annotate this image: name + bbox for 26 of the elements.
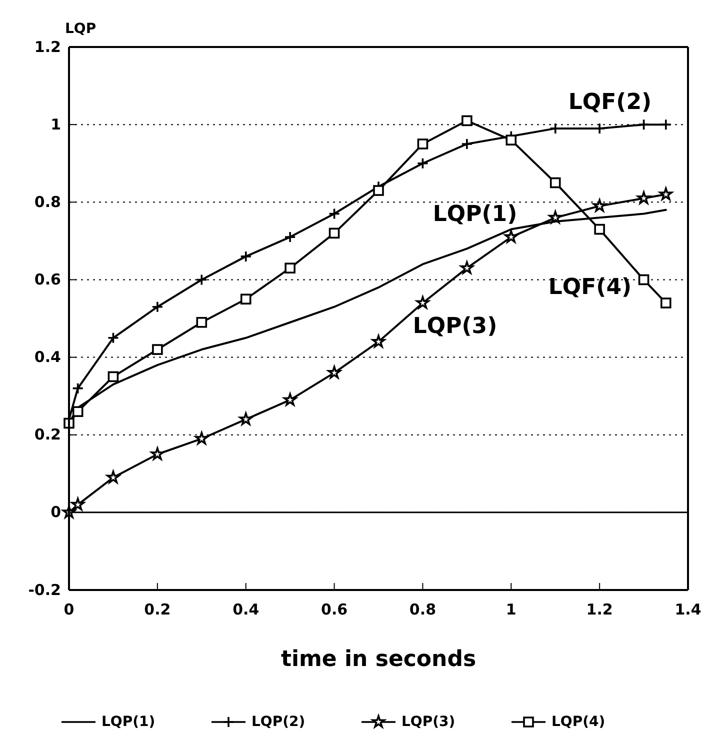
x-tick-label: 1.2: [586, 600, 613, 619]
annotation: LQF(2): [568, 90, 652, 116]
x-tick-label: 1.4: [674, 600, 702, 619]
x-tick-label: 0.8: [409, 600, 436, 619]
y-tick-label: 0.6: [34, 270, 61, 289]
x-tick-label: 0.6: [320, 600, 348, 619]
legend-label: LQP(1): [102, 714, 156, 730]
annotation: LQP(1): [432, 202, 518, 228]
x-tick-label: 0: [64, 600, 74, 619]
y-axis-title: LQP: [65, 21, 96, 37]
y-tick-label: 0.4: [34, 348, 61, 366]
y-tick-label: 1.2: [34, 38, 61, 56]
x-tick-label: 1: [506, 600, 516, 619]
y-tick-label: 0.2: [34, 426, 61, 444]
annotation: LQP(3): [412, 314, 498, 340]
y-tick-label: -0.2: [28, 580, 61, 599]
x-axis-title: time in seconds: [280, 647, 476, 672]
x-tick-label: 0.2: [144, 600, 171, 619]
y-tick-label: 0: [50, 503, 61, 522]
annotation: LQF(4): [548, 275, 632, 300]
legend-label: LQP(2): [252, 714, 306, 730]
legend-label: LQP(3): [402, 714, 456, 730]
y-tick-label: 0.8: [34, 192, 61, 211]
legend-label: LQP(4): [552, 714, 606, 730]
x-tick-label: 0.4: [232, 600, 260, 619]
y-tick-label: 1: [50, 115, 61, 134]
